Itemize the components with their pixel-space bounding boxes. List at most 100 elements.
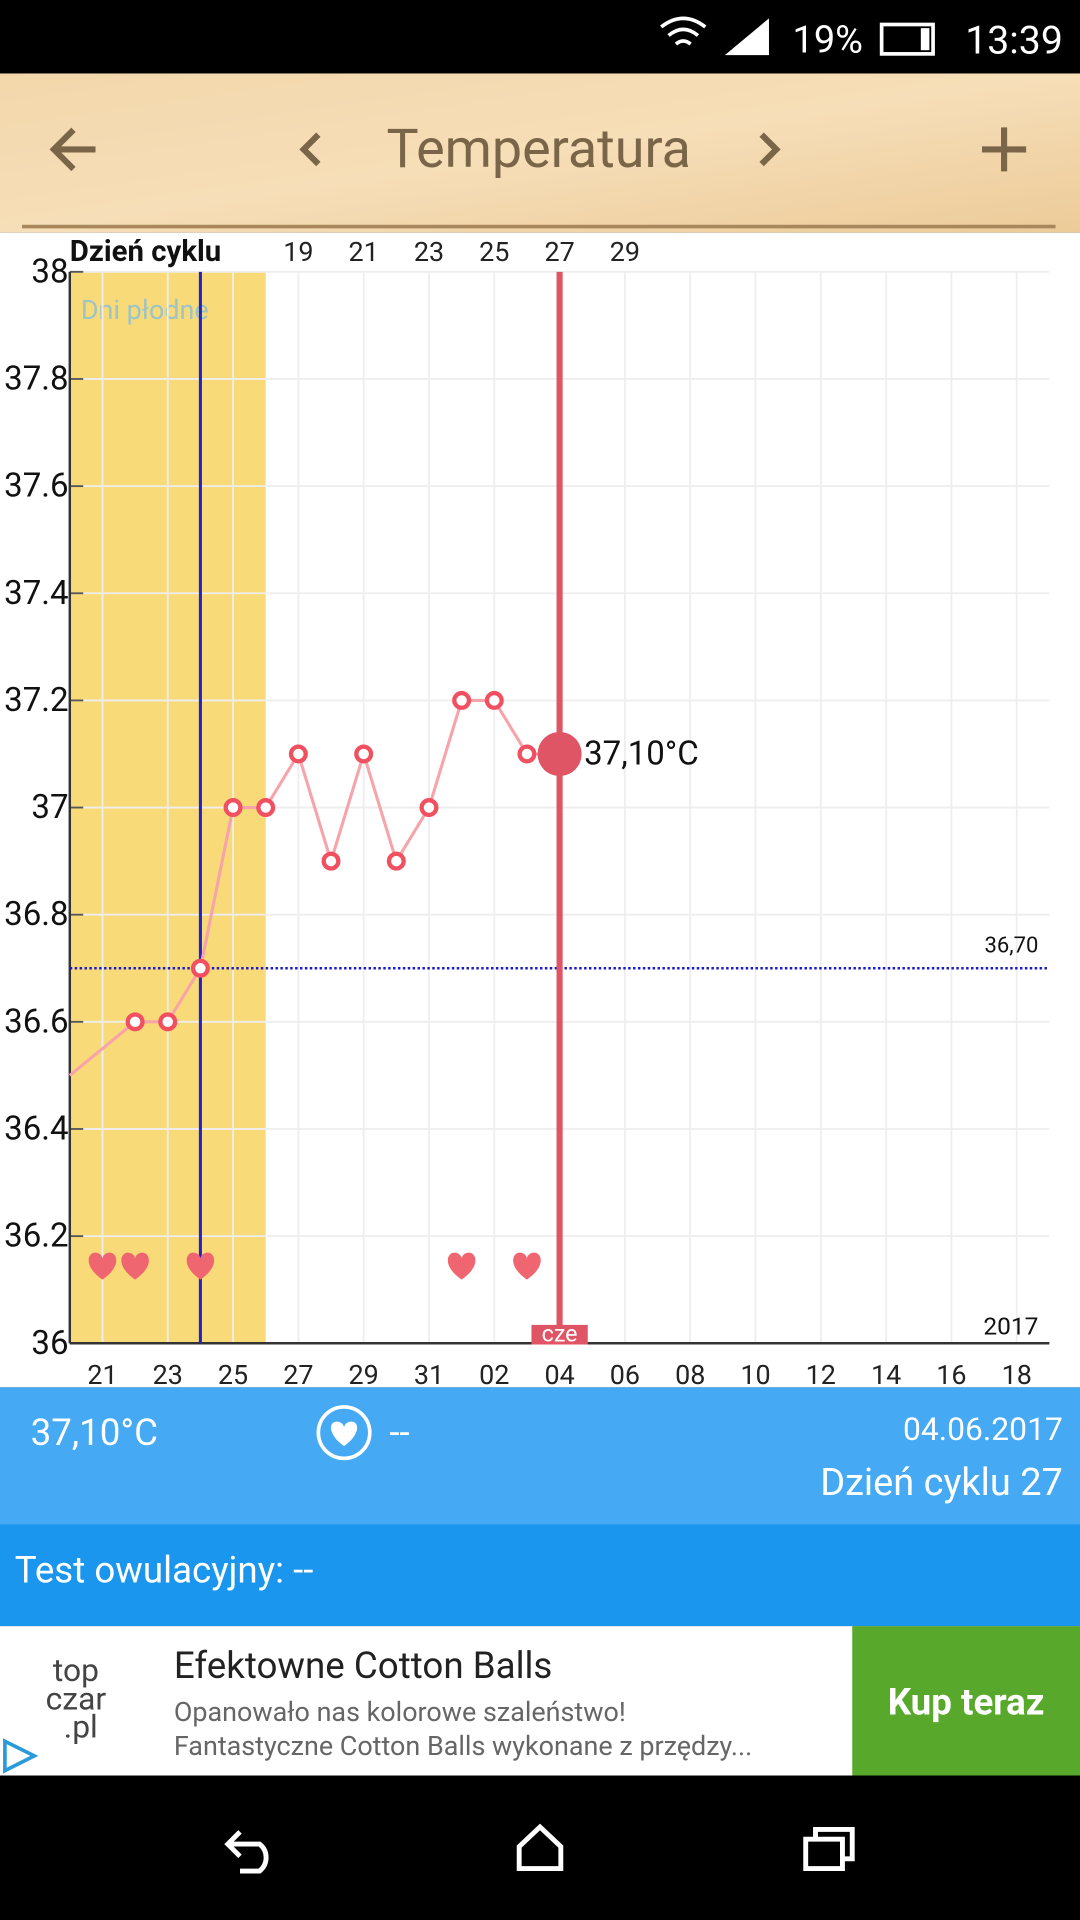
temperature-point [158,1012,178,1032]
ad-text: Opanowało nas kolorowe szaleństwo! [174,1696,626,1728]
ad-text: Fantastyczne Cotton Balls wykonane z prz… [174,1730,752,1762]
coverline-label: 36,70 [984,934,1038,959]
temperature-point [190,958,210,978]
ovulation-test: Test owulacyjny: -- [15,1548,314,1591]
temperature-point [386,851,406,871]
temperature-line [427,699,464,808]
info-date: 04.06.2017 [903,1410,1063,1448]
year-label: 2017 [983,1312,1038,1341]
prev-button[interactable] [299,132,321,167]
intercourse-heart [88,1252,117,1280]
x-tick-label: 21 [87,1359,117,1391]
y-tick-label: 37 [31,788,68,827]
x-tick-label: 29 [349,1359,379,1391]
cycle-day-label: 25 [479,236,509,268]
app-bar [0,73,1080,233]
temperature-line [492,699,529,755]
intercourse-heart [513,1252,541,1280]
y-tick-label: 36.6 [4,1002,68,1041]
cycle-day-label: 23 [414,236,444,268]
ad-logo-line: .pl [64,1708,98,1746]
x-tick-label: 27 [283,1359,313,1391]
temperature-point [452,690,472,710]
temperature-point [517,744,537,764]
intercourse-heart [331,1421,358,1447]
fertile-label: Dni płodne [81,294,209,326]
temperature-line [395,806,431,862]
x-tick-label: 04 [544,1359,574,1391]
cycle-day-label: 29 [610,236,640,268]
cycle-day-label: 27 [544,236,574,268]
chart: Dni płodne 36 36.2 36.4 36.6 36.8 37 37.2 37.4 37… [4,235,1050,1391]
info-panel [0,1387,1080,1525]
y-tick-label: 36.2 [4,1217,68,1256]
top-axis-label: Dzień cyklu [70,235,221,269]
ad-button[interactable] [852,1626,1080,1776]
x-tick-label: 31 [414,1359,444,1391]
temperature-line [362,753,398,862]
temperature-line [296,753,333,862]
signal-icon [724,18,769,56]
wifi-icon [660,16,707,46]
temperature-point [354,744,374,764]
x-tick-label: 02 [479,1359,509,1391]
battery-text: 19% [793,18,863,62]
x-tick-label: 25 [218,1359,248,1391]
back-button[interactable] [49,127,96,172]
x-tick-label: 23 [153,1359,183,1391]
x-tick-label: 06 [610,1359,640,1391]
ad-logo-line: czar [46,1679,107,1717]
cycle-day-label: 21 [349,236,379,268]
status-bar [0,0,1080,74]
selected-value-label: 37,10°C [584,734,699,773]
y-tick-label: 36.4 [4,1109,68,1148]
ovulation-test-row[interactable] [0,1524,1080,1627]
next-button[interactable] [759,132,781,167]
temperature-point [223,798,243,818]
ad-logo-line: top [53,1651,99,1689]
temperature-point [484,690,504,710]
y-tick-label: 38 [31,252,68,291]
add-button[interactable] [982,127,1027,172]
ad-choices-icon[interactable] [3,1738,39,1774]
ad-button-text: Kup teraz [888,1681,1045,1724]
app-title: Temperatura [387,118,691,181]
nav-home[interactable] [516,1823,564,1872]
x-tick-label: 12 [806,1359,836,1391]
cycle-day-label: 19 [283,236,313,268]
nav-back[interactable] [224,1830,269,1874]
temperature-point [288,744,308,764]
temperature-line [166,967,202,1023]
intercourse-heart [186,1252,215,1280]
temperature-point [321,851,341,871]
intercourse-icon[interactable] [316,1405,372,1461]
intercourse-heart [447,1252,476,1280]
temperature-point [256,798,276,818]
temperature-line [198,807,235,969]
x-tick-label: 10 [740,1359,770,1391]
y-tick-label: 37.2 [4,681,68,720]
temperature-point [125,1012,145,1032]
x-tick-label: 18 [1002,1359,1032,1391]
selected-month: cze [542,1319,578,1347]
nav-bar [0,1775,1080,1920]
y-tick-label: 37.6 [4,467,68,506]
info-cycle-day: Dzień cyklu 27 [820,1461,1063,1505]
intercourse-heart [121,1252,149,1280]
temperature-line [264,753,300,809]
temperature-line [68,1020,137,1077]
y-tick-label: 37.8 [4,359,68,398]
nav-recents[interactable] [803,1826,855,1872]
battery-level [920,28,930,51]
temperature-point [419,798,439,818]
y-tick-label: 37.4 [4,574,68,613]
clock: 13:39 [965,17,1063,63]
ad-title: Efektowne Cotton Balls [174,1644,553,1687]
info-temperature: 37,10°C [31,1411,158,1454]
temperature-line [329,753,366,862]
info-intercourse: -- [389,1411,409,1454]
x-tick-label: 16 [936,1359,966,1391]
selected-month-box [531,1324,588,1345]
x-tick-label: 08 [675,1359,705,1391]
